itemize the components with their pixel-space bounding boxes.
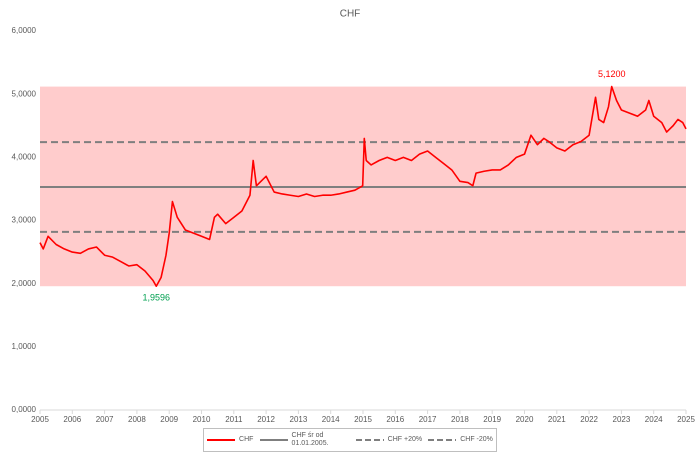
legend-label: CHF +20% <box>387 436 423 443</box>
x-tick-label: 2015 <box>354 415 372 424</box>
y-tick-label: 2,0000 <box>12 279 37 288</box>
x-tick-label: 2017 <box>419 415 437 424</box>
y-tick-label: 3,0000 <box>12 216 37 225</box>
y-tick-label: 5,0000 <box>12 89 37 98</box>
x-tick-label: 2022 <box>580 415 598 424</box>
legend-swatch <box>355 439 384 441</box>
annotation: 1,9596 <box>143 293 171 303</box>
legend-label: CHF -20% <box>460 436 493 443</box>
y-tick-label: 4,0000 <box>12 152 37 161</box>
x-tick-label: 2007 <box>96 415 114 424</box>
x-tick-label: 2006 <box>63 415 81 424</box>
x-tick-label: 2005 <box>31 415 49 424</box>
y-tick-label: 6,0000 <box>12 26 37 35</box>
x-tick-label: 2012 <box>257 415 275 424</box>
legend-entry: CHF +20% <box>355 436 423 444</box>
x-tick-label: 2013 <box>290 415 308 424</box>
y-tick-label: 1,0000 <box>12 342 37 351</box>
annotation: 5,1200 <box>598 69 626 79</box>
legend-label: CHF śr od 01.01.2005. <box>291 432 329 447</box>
legend: CHF CHF śr od 01.01.2005. CHF +20% CHF -20% <box>203 428 497 452</box>
x-tick-label: 2021 <box>548 415 566 424</box>
x-tick-label: 2020 <box>516 415 534 424</box>
x-tick-label: 2014 <box>322 415 340 424</box>
legend-swatch <box>428 439 457 441</box>
legend-entry: CHF <box>207 436 253 444</box>
x-tick-label: 2019 <box>483 415 501 424</box>
x-tick-label: 2008 <box>128 415 146 424</box>
chart-title: CHF <box>340 9 361 20</box>
x-tick-label: 2011 <box>225 415 243 424</box>
x-tick-label: 2016 <box>386 415 404 424</box>
x-tick-label: 2010 <box>193 415 211 424</box>
y-tick-label: 0,0000 <box>12 405 37 414</box>
legend-entry: CHF śr od 01.01.2005. <box>259 432 350 448</box>
x-tick-label: 2009 <box>160 415 178 424</box>
legend-label: CHF <box>239 436 254 443</box>
data-line <box>39 85 687 288</box>
legend-swatch <box>207 439 236 441</box>
x-tick-label: 2018 <box>451 415 469 424</box>
x-tick-label: 2025 <box>677 415 695 424</box>
x-tick-label: 2023 <box>613 415 631 424</box>
x-tick-label: 2024 <box>645 415 663 424</box>
legend-entry: CHF -20% <box>428 436 493 444</box>
legend-swatch <box>259 439 288 441</box>
